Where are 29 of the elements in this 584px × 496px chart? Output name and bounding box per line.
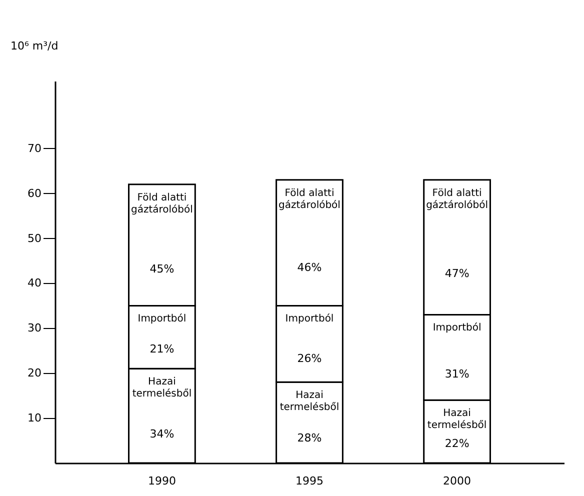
text: Hazai termelésből [427, 408, 487, 432]
annotation: 22% [444, 437, 470, 450]
x-tick-label: 2000 [443, 474, 472, 488]
y-tick-label: 40 [28, 276, 42, 290]
annotation: 45% [150, 262, 174, 276]
y-tick-label: 60 [28, 186, 42, 200]
annotation: 46% [297, 260, 322, 274]
annotation: 28% [297, 432, 322, 445]
y-axis-title: 10⁶ m³/d [10, 40, 58, 52]
y-tick-label: 30 [28, 322, 42, 335]
series-label: Importból [138, 314, 186, 325]
series-label: Föld alatti gáztárolóból [278, 188, 340, 211]
text: Föld alatti gáztárolóból [426, 188, 488, 211]
text: Importból [432, 322, 482, 334]
y-tick-label: 50 [28, 232, 42, 245]
annotation: 21% [150, 342, 174, 356]
text: Importból [285, 314, 334, 325]
text: Hazai termelésből [280, 390, 340, 414]
y-tick-label: 10 [28, 412, 42, 425]
text: Föld alatti gáztárolóból [130, 192, 193, 216]
annotation: 34% [150, 428, 174, 441]
annotation: 26% [297, 352, 322, 366]
x-tick-label: 1990 [148, 474, 176, 488]
x-tick-label: 1995 [296, 474, 324, 488]
y-tick-label: 20 [28, 366, 42, 380]
y-tick-label: 70 [28, 142, 42, 155]
annotation: 31% [444, 367, 470, 380]
annotation: 47% [444, 267, 470, 280]
series-label: Hazai termelésből [132, 376, 192, 400]
